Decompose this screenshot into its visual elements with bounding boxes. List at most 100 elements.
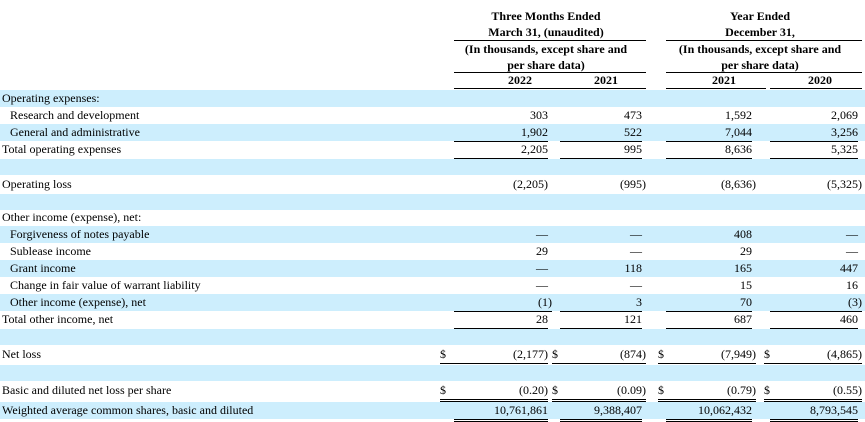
table-row: Weighted average common shares, basic an… <box>0 402 865 422</box>
currency-symbol: $ <box>764 347 770 361</box>
table-row: Basic and diluted net loss per share $ (0… <box>0 382 865 402</box>
cell-value: — <box>846 227 858 241</box>
cell-value: 522 <box>624 125 642 139</box>
row-label: Change in fair value of warrant liabilit… <box>10 278 201 292</box>
table-row: Other income (expense), net (1) 3 70 (3) <box>0 294 865 312</box>
cell-value: 5,325 <box>831 142 858 156</box>
table-row: Total other income, net 28 121 687 460 <box>0 311 865 329</box>
row-label: Operating loss <box>2 177 72 191</box>
header-underline <box>454 72 646 73</box>
cell-value: 28 <box>536 312 548 326</box>
header-three-months: Three Months Ended March 31, (unaudited) <box>446 8 646 40</box>
row-label: Operating expenses: <box>2 91 100 105</box>
cell-value: (1) <box>538 295 552 309</box>
cell-value: (4,865) <box>827 347 862 361</box>
header-line: Three Months Ended <box>491 9 601 23</box>
column-header-2020: 2020 <box>770 72 862 89</box>
cell-value: — <box>630 244 642 258</box>
table-row: Other income (expense), net: <box>0 209 865 226</box>
row-label: Total operating expenses <box>2 142 122 156</box>
column-header-2022: 2022 <box>454 72 560 89</box>
cell-value: 7,044 <box>725 125 752 139</box>
row-label: Net loss <box>2 347 41 361</box>
header-line: Year Ended <box>729 9 791 23</box>
header-underline <box>666 40 862 41</box>
cell-value: 3 <box>636 295 642 309</box>
cell-value: — <box>536 261 548 275</box>
row-label: Other income (expense), net <box>10 295 146 309</box>
cell-value: 16 <box>846 278 858 292</box>
currency-symbol: $ <box>552 383 558 397</box>
cell-value: (7,949) <box>721 347 756 361</box>
cell-value: (0.79) <box>727 383 756 397</box>
cell-value: 8,636 <box>725 142 752 156</box>
table-row: Change in fair value of warrant liabilit… <box>0 277 865 294</box>
cell-value: 121 <box>624 312 642 326</box>
cell-value: 9,388,407 <box>594 403 642 417</box>
cell-value: 1,592 <box>725 108 752 122</box>
cell-value: 29 <box>740 244 752 258</box>
cell-value: (3) <box>848 295 862 309</box>
cell-value: 473 <box>624 108 642 122</box>
cell-value: 118 <box>624 261 642 275</box>
header-line: (In thousands, except share and <box>678 42 842 56</box>
cell-value: (5,325) <box>827 177 862 191</box>
cell-value: 2,069 <box>831 108 858 122</box>
row-label: Weighted average common shares, basic an… <box>2 403 254 417</box>
currency-symbol: $ <box>658 383 664 397</box>
cell-value: — <box>630 278 642 292</box>
header-line: per share data) <box>721 58 799 72</box>
cell-value: (995) <box>620 177 646 191</box>
cell-value: 3,256 <box>831 125 858 139</box>
column-header-2021-q: 2021 <box>560 72 646 89</box>
currency-symbol: $ <box>658 347 664 361</box>
cell-value: (2,177) <box>513 347 548 361</box>
cell-value: (0.55) <box>833 383 862 397</box>
cell-value: 447 <box>840 261 858 275</box>
cell-value: — <box>536 278 548 292</box>
cell-value: — <box>630 227 642 241</box>
column-header-2021-y: 2021 <box>666 72 766 89</box>
cell-value: (2,205) <box>513 177 548 191</box>
cell-value: (0.09) <box>617 383 646 397</box>
currency-symbol: $ <box>764 383 770 397</box>
cell-value: 10,062,432 <box>698 403 752 417</box>
table-row: General and administrative 1,902 522 7,0… <box>0 124 865 142</box>
row-label: Research and development <box>10 108 140 122</box>
table-row: Net loss $ (2,177) $ (874) $ (7,949) $ (4,86… <box>0 346 865 366</box>
row-label: General and administrative <box>10 125 140 139</box>
spacer-row <box>0 193 865 194</box>
row-label: Forgiveness of notes payable <box>10 227 150 241</box>
row-label: Other income (expense), net: <box>2 210 142 224</box>
spacer-row <box>0 365 865 381</box>
row-label: Sublease income <box>10 244 91 258</box>
table-row: Operating loss (2,205) (995) (8,636) (5,… <box>0 176 865 193</box>
table-row: Grant income — 118 165 447 <box>0 260 865 277</box>
cell-value: 1,902 <box>521 125 548 139</box>
currency-symbol: $ <box>552 347 558 361</box>
header-line: (In thousands, except share and <box>464 42 628 56</box>
cell-value: — <box>536 227 548 241</box>
table-row: Forgiveness of notes payable — — 408 — <box>0 226 865 243</box>
spacer-row <box>0 159 865 175</box>
cell-value: 460 <box>840 312 858 326</box>
currency-symbol: $ <box>440 347 446 361</box>
header-year-ended: Year Ended December 31, <box>658 8 862 40</box>
cell-value: 29 <box>536 244 548 258</box>
row-label: Basic and diluted net loss per share <box>2 383 172 397</box>
cell-value: 165 <box>734 261 752 275</box>
cell-value: (874) <box>620 347 646 361</box>
cell-value: 408 <box>734 227 752 241</box>
header-line: December 31, <box>725 25 795 39</box>
row-label: Total other income, net <box>2 312 114 326</box>
table-row: Research and development 303 473 1,592 2… <box>0 107 865 124</box>
cell-value: 8,793,545 <box>810 403 858 417</box>
cell-value: 2,205 <box>521 142 548 156</box>
spacer-row <box>0 194 865 210</box>
table-row: Sublease income 29 — 29 — <box>0 243 865 260</box>
header-line: March 31, (unaudited) <box>488 25 604 39</box>
row-label: Grant income <box>10 261 76 275</box>
header-underline <box>454 40 646 41</box>
cell-value: 303 <box>530 108 548 122</box>
currency-symbol: $ <box>440 383 446 397</box>
